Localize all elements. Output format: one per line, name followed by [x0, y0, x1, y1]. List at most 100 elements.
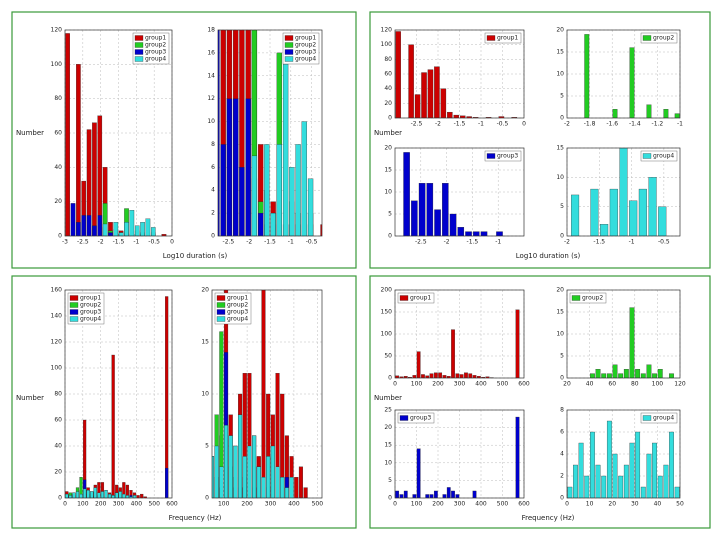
- bar: [239, 30, 245, 236]
- bar: [264, 144, 270, 236]
- legend-label: group4: [80, 316, 101, 323]
- y-tick-label: 25: [384, 407, 392, 414]
- y-tick-label: 10: [384, 189, 392, 196]
- bar: [270, 445, 275, 498]
- x-tick-label: 100: [218, 501, 230, 508]
- bar: [136, 495, 140, 498]
- x-tick-label: 100: [411, 381, 423, 388]
- bar: [427, 69, 434, 118]
- y-tick-label: 2: [560, 473, 564, 480]
- y-axis-label: Number: [374, 394, 402, 402]
- legend-swatch: [134, 49, 144, 55]
- bar: [612, 364, 618, 378]
- y-tick-label: 140: [51, 313, 63, 320]
- bar: [226, 98, 233, 236]
- bar: [465, 231, 472, 236]
- bar: [618, 475, 624, 498]
- bar: [115, 492, 119, 498]
- legend-swatch: [486, 153, 496, 159]
- x-tick-label: -2: [564, 121, 570, 128]
- bar: [165, 467, 169, 498]
- bar: [129, 490, 133, 498]
- bar: [252, 435, 257, 498]
- subplot: 0 5 10 15 20 -2 -1.8 -1.6 -1.4 -1.2 -1 group2: [556, 27, 683, 128]
- bar: [289, 167, 295, 236]
- bar: [81, 180, 87, 236]
- bar: [403, 152, 410, 236]
- y-tick-label: 20: [54, 198, 62, 205]
- y-tick-label: 0: [560, 495, 564, 502]
- bars: [403, 152, 503, 236]
- bar: [623, 464, 629, 498]
- bar: [609, 188, 618, 236]
- bar: [451, 490, 455, 498]
- y-tick-label: 40: [384, 85, 392, 92]
- bar: [83, 419, 87, 498]
- y-tick-label: 15: [384, 442, 392, 449]
- bar: [434, 66, 440, 118]
- plot-frame: [211, 289, 323, 499]
- bar: [472, 375, 477, 378]
- legend-swatch: [134, 35, 144, 41]
- subplot: 0 2 4 6 8 0 10 20 30 40 50 group4: [560, 407, 684, 508]
- x-tick-label: -0.5: [306, 239, 318, 246]
- bar: [425, 494, 430, 498]
- bar: [233, 98, 239, 236]
- legend-label: group3: [410, 415, 431, 422]
- y-tick-label: 0: [211, 233, 215, 240]
- bar: [220, 30, 226, 236]
- bar: [411, 200, 418, 236]
- bar: [245, 98, 251, 236]
- y-tick-label: 60: [54, 130, 62, 137]
- y-tick-label: 12: [207, 95, 215, 102]
- bar: [496, 231, 503, 236]
- x-tick-label: 50: [676, 501, 684, 508]
- bar: [257, 212, 264, 236]
- bar: [638, 188, 647, 236]
- bar: [295, 144, 301, 236]
- plot-frame: [394, 29, 525, 119]
- bar: [93, 487, 97, 498]
- subplot: 0 20 40 60 80 100 120 140 160 0 100 200 300 400 500 600…: [51, 287, 178, 508]
- y-tick-label: 40: [54, 164, 62, 171]
- x-tick-label: 600: [518, 501, 530, 508]
- legend-box: [640, 150, 678, 162]
- bar: [115, 484, 119, 498]
- legend-box: [569, 292, 607, 304]
- legend-swatch: [284, 56, 294, 62]
- y-tick-label: 80: [54, 95, 62, 102]
- bars: [65, 296, 169, 498]
- y-tick-label: 15: [384, 167, 392, 174]
- legend-swatch: [399, 295, 409, 301]
- bar: [595, 464, 601, 498]
- bar: [65, 493, 69, 498]
- bar: [275, 466, 280, 498]
- y-tick-label: 15: [556, 309, 564, 316]
- bar: [412, 494, 417, 498]
- bar: [464, 372, 468, 378]
- bar: [449, 213, 457, 236]
- y-tick-label: 10: [556, 174, 564, 181]
- x-tick-label: -0.5: [658, 239, 670, 246]
- bars: [395, 31, 518, 118]
- legend-label: group4: [653, 153, 674, 160]
- x-tick-label: 200: [95, 501, 107, 508]
- x-tick-label: 0: [393, 501, 397, 508]
- y-tick-label: 0: [560, 375, 564, 382]
- bar: [140, 493, 144, 498]
- legend-label: group1: [410, 295, 431, 302]
- bar: [629, 307, 635, 378]
- y-tick-label: 20: [384, 100, 392, 107]
- x-tick-label: 20: [608, 501, 616, 508]
- y-tick-label: 0: [388, 495, 392, 502]
- bar: [652, 373, 657, 378]
- x-tick-label: 100: [652, 381, 664, 388]
- y-tick-label: 5: [388, 211, 392, 218]
- legend-label: group1: [227, 295, 248, 302]
- y-tick-label: 4: [560, 451, 564, 458]
- y-tick-label: 0: [560, 233, 564, 240]
- bar: [282, 64, 289, 236]
- x-tick-label: -1: [629, 239, 635, 246]
- bar: [438, 372, 443, 378]
- bar: [571, 194, 580, 236]
